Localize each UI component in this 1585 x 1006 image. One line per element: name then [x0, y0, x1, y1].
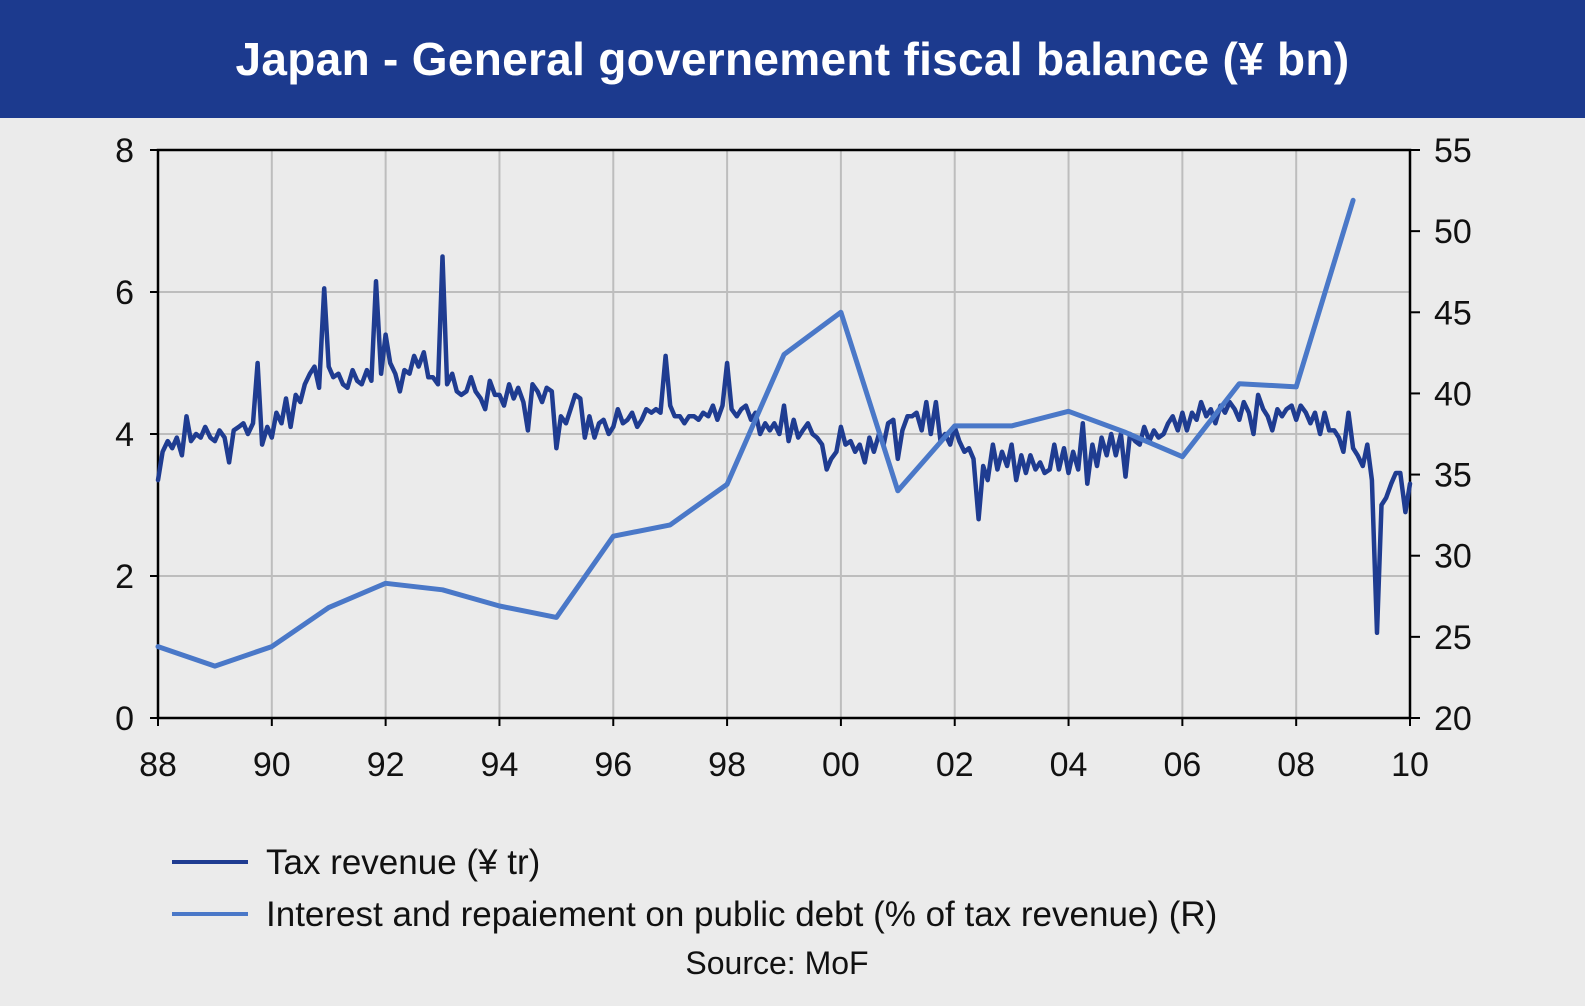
tax-revenue-line: [155, 254, 1413, 636]
chart-background: [0, 118, 1585, 1006]
x-tick-label: 88: [139, 746, 177, 784]
chart-title-bar: Japan - General governement fiscal balan…: [0, 0, 1585, 118]
interest-share-line: [155, 197, 1356, 669]
y-right-tick-label: 40: [1434, 375, 1472, 413]
legend: Tax revenue (¥ tr) Interest and repaiemen…: [172, 843, 1217, 934]
y-left-tick-label: 6: [115, 274, 134, 312]
x-tick-label: 98: [708, 746, 746, 784]
x-tick-label: 92: [367, 746, 405, 784]
plot-frame: [156, 148, 1412, 720]
y-right-tick-label: 35: [1434, 457, 1472, 495]
y-right-tick-label: 20: [1434, 700, 1472, 738]
axes: 88 90 92 94 96 98 00 02 04 06 08 100246820253035404…: [115, 132, 1472, 784]
x-tick-label: 96: [594, 746, 632, 784]
series-layer: [155, 197, 1413, 669]
y-right-tick-label: 25: [1434, 619, 1472, 657]
y-left-tick-label: 2: [115, 558, 134, 596]
y-right-tick-label: 55: [1434, 132, 1472, 170]
x-tick-label: 06: [1163, 746, 1201, 784]
x-tick-label: 94: [481, 746, 519, 784]
x-tick-label: 90: [253, 746, 291, 784]
legend-label: Tax revenue (¥ tr): [266, 843, 540, 882]
y-right-tick-label: 45: [1434, 294, 1472, 332]
legend-label: Interest and repaiement on public debt (…: [266, 895, 1217, 934]
y-left-tick-label: 4: [115, 416, 134, 454]
y-right-tick-label: 50: [1434, 213, 1472, 251]
y-right-tick-label: 30: [1434, 538, 1472, 576]
source-note: Source: MoF: [685, 945, 868, 981]
x-tick-label: 10: [1391, 746, 1429, 784]
chart-title: Japan - General governement fiscal balan…: [235, 33, 1350, 85]
x-tick-label: 00: [822, 746, 860, 784]
x-tick-label: 04: [1050, 746, 1088, 784]
x-tick-label: 08: [1277, 746, 1315, 784]
y-left-tick-label: 8: [115, 132, 134, 170]
x-tick-label: 02: [936, 746, 974, 784]
y-left-tick-label: 0: [115, 700, 134, 738]
